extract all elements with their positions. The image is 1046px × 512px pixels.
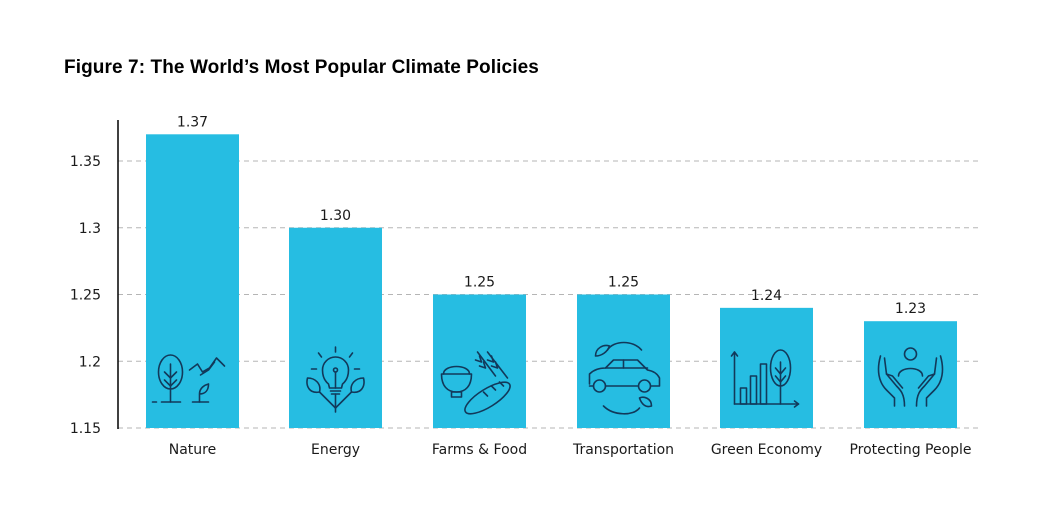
y-tick-label: 1.2 bbox=[79, 354, 101, 370]
category-label: Farms & Food bbox=[432, 442, 527, 458]
y-tick-label: 1.25 bbox=[70, 288, 101, 304]
category-label: Transportation bbox=[572, 442, 674, 458]
green-economy-chart-tree-icon bbox=[730, 349, 800, 408]
farms-food-bowl-wheat-bread-icon bbox=[440, 351, 511, 415]
gridlines bbox=[118, 160, 980, 429]
value-label: 1.24 bbox=[751, 288, 782, 304]
energy-lightbulb-leaves-icon bbox=[306, 346, 365, 413]
value-label: 1.23 bbox=[895, 301, 926, 317]
chart-title: Figure 7: The World’s Most Popular Clima… bbox=[64, 57, 539, 78]
y-tick-label: 1.35 bbox=[70, 154, 101, 170]
y-tick-label: 1.3 bbox=[79, 221, 101, 237]
bar-icons bbox=[151, 341, 944, 415]
category-label: Protecting People bbox=[849, 442, 971, 458]
labels: 1.15 1.2 1.25 1.3 1.35 1.37 Nature 1.30 Energy 1.… bbox=[70, 114, 972, 458]
category-label: Nature bbox=[169, 442, 216, 458]
bars bbox=[146, 134, 957, 429]
transportation-car-leaves-icon bbox=[588, 341, 661, 415]
value-label: 1.25 bbox=[464, 275, 495, 291]
y-tick-label: 1.15 bbox=[70, 421, 101, 437]
category-label: Energy bbox=[311, 442, 360, 458]
value-label: 1.37 bbox=[177, 114, 208, 130]
value-label: 1.30 bbox=[320, 208, 351, 224]
category-label: Green Economy bbox=[711, 442, 822, 458]
nature-tree-mountain-icon bbox=[151, 354, 226, 403]
value-label: 1.25 bbox=[608, 275, 639, 291]
bar-nature bbox=[146, 134, 239, 429]
protecting-people-hands-person-icon bbox=[877, 347, 944, 407]
